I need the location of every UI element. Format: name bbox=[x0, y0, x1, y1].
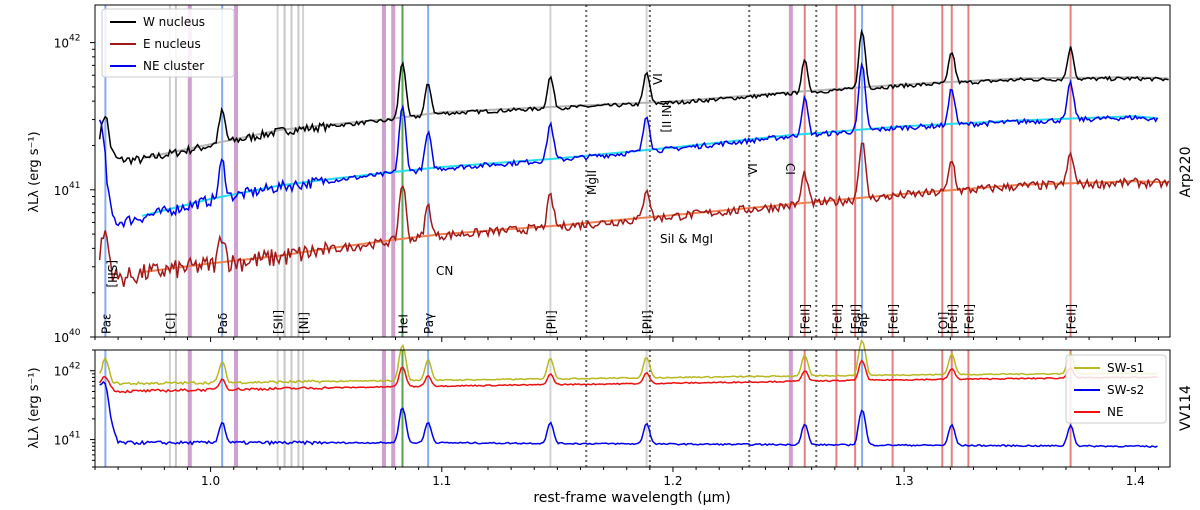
legend-label-e-nucleus: E nucleus bbox=[143, 37, 201, 51]
bottom-y-axis-label: λLλ (erg s⁻¹) bbox=[27, 367, 42, 448]
bottom-legend: SW-s1 SW-s2 NE bbox=[1065, 354, 1167, 424]
y-tick-label-1: 10 bbox=[54, 365, 69, 379]
line-label-feii-9: [FeII] bbox=[799, 304, 813, 334]
line-label-feii-16: [FeII] bbox=[962, 304, 976, 334]
y-tick-label-2: 10 bbox=[54, 37, 69, 51]
y-tick-label-1: 10 bbox=[54, 184, 69, 198]
line-label-oi-14: [OI] bbox=[936, 312, 950, 334]
top-legend: W nucleus E nucleus NE cluster bbox=[101, 8, 235, 78]
top-y-axis-label: λLλ (erg s⁻¹) bbox=[27, 131, 42, 212]
x-axis-label: rest-frame wavelength (μm) bbox=[533, 490, 730, 506]
y-tick-label-0: 10 bbox=[54, 331, 69, 345]
line-label-hei-5: HeI bbox=[396, 314, 410, 334]
line-label-feii-10: [FeII] bbox=[830, 304, 844, 334]
bottom-plot-frame bbox=[94, 349, 1171, 468]
legend-label-w-nucleus: W nucleus bbox=[143, 15, 205, 29]
annotation-siii: [SIII] bbox=[105, 260, 119, 288]
top-series-group bbox=[98, 28, 1170, 287]
line-label-feii-11: [FeII] bbox=[849, 304, 863, 334]
x-tick-label-0: 1.0 bbox=[201, 474, 220, 488]
legend-label-sw-s2: SW-s2 bbox=[1107, 383, 1144, 397]
top-plot-frame bbox=[94, 4, 1171, 338]
legend-label-ne-cluster: NE cluster bbox=[143, 59, 204, 73]
top-x-ticks bbox=[94, 337, 1159, 342]
x-tick-label-2: 1.2 bbox=[663, 474, 682, 488]
top-line-labels: Paε [CI] Paδ [SII] [NI] HeI Paγ [PII] [PII] [FeII… bbox=[99, 304, 1078, 334]
bottom-x-ticks: 1.0 1.1 1.2 1.3 1.4 bbox=[94, 467, 1159, 488]
annotation-ci: CI bbox=[783, 163, 797, 175]
bottom-legend-box bbox=[1065, 354, 1167, 424]
top-side-label: Arp220 bbox=[1178, 147, 1194, 198]
series-w-nucleus bbox=[98, 28, 1169, 166]
annotation-niii: [Ni II] bbox=[659, 100, 673, 133]
y-tick-exponent-1: 41 bbox=[69, 181, 80, 191]
model-fit-e-nucleus bbox=[142, 180, 1169, 274]
series-e-nucleus bbox=[98, 142, 1170, 287]
annotation-mgii: MgII bbox=[585, 170, 599, 195]
series-ne-cluster bbox=[98, 61, 1159, 229]
x-tick-label-4: 1.4 bbox=[1126, 474, 1145, 488]
line-label-pa-6: Paγ bbox=[422, 313, 436, 334]
x-tick-label-1: 1.1 bbox=[432, 474, 451, 488]
model-fit-w-nucleus bbox=[141, 76, 1169, 160]
series-ne bbox=[98, 359, 1158, 394]
line-label-pii-8: [PII] bbox=[641, 310, 655, 334]
line-label-pii-7: [PII] bbox=[544, 310, 558, 334]
series-sw-s2 bbox=[99, 380, 1158, 448]
line-label-pa-0: Paε bbox=[99, 313, 113, 334]
line-label-pa-2: Paδ bbox=[216, 313, 230, 334]
line-label-feii-17: [FeII] bbox=[1065, 304, 1079, 334]
line-label-pa-12: Paβ bbox=[856, 312, 870, 334]
y-tick-label-0: 10 bbox=[54, 434, 69, 448]
line-label-ci-1: [CI] bbox=[164, 313, 178, 334]
y-tick-exponent-1: 42 bbox=[69, 362, 80, 372]
line-label-sii-3: [SII] bbox=[272, 310, 286, 334]
y-tick-exponent-0: 40 bbox=[69, 328, 81, 338]
annotation-cn: CN bbox=[436, 264, 453, 278]
annotation-vi-1: VI bbox=[651, 73, 665, 85]
annotation-sii-mgi: SiI & MgI bbox=[660, 232, 713, 246]
line-label-feii-15: [FeII] bbox=[946, 304, 960, 334]
bottom-side-label: VV114 bbox=[1178, 385, 1194, 431]
legend-label-ne: NE bbox=[1107, 405, 1124, 419]
bottom-series-group bbox=[98, 339, 1158, 448]
x-tick-label-3: 1.3 bbox=[895, 474, 914, 488]
line-label-ni-4: [NI] bbox=[297, 312, 311, 334]
line-label-feii-13: [FeII] bbox=[887, 304, 901, 334]
annotation-vi-2: VI bbox=[746, 163, 760, 175]
y-tick-exponent-2: 42 bbox=[69, 34, 80, 44]
top-legend-box bbox=[101, 8, 235, 78]
bottom-spectral-line-markers bbox=[104, 350, 1072, 467]
legend-label-sw-s1: SW-s1 bbox=[1107, 361, 1144, 375]
y-tick-exponent-0: 41 bbox=[69, 431, 80, 441]
series-sw-s1 bbox=[98, 339, 1158, 386]
